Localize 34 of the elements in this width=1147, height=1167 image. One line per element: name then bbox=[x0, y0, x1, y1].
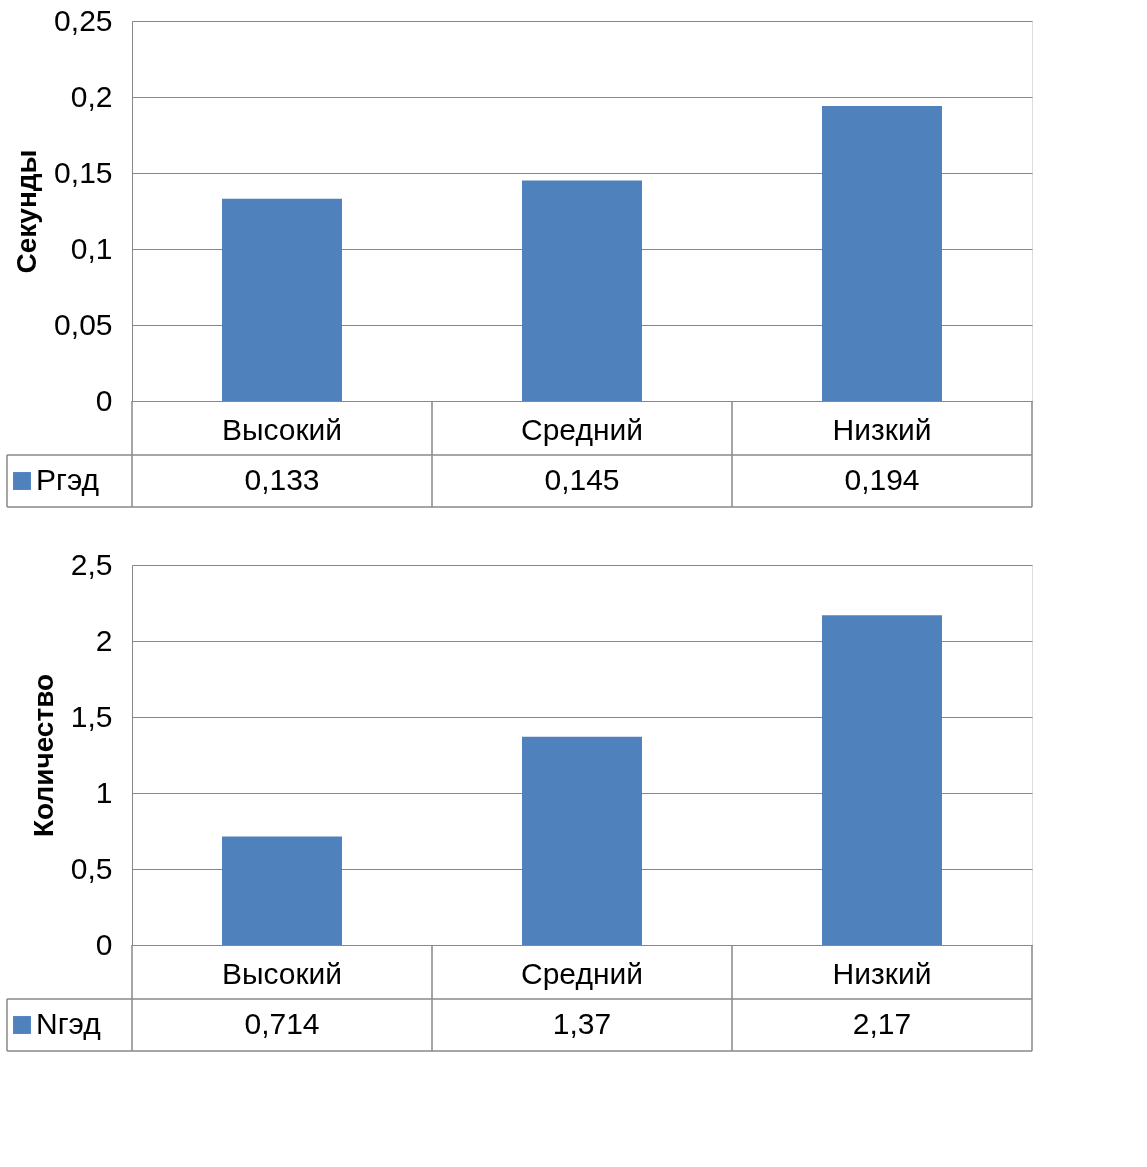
y-tick-label: 0,05 bbox=[54, 307, 113, 341]
x-tick-label: Средний bbox=[521, 956, 643, 990]
data-label: 2,17 bbox=[852, 1007, 912, 1040]
y-tick-label: 0,2 bbox=[70, 79, 113, 113]
y-tick-label: 2,5 bbox=[70, 547, 113, 581]
y-tick-label: 0,15 bbox=[54, 155, 113, 189]
data-label: 0,133 bbox=[244, 463, 320, 496]
y-tick-label: 0 bbox=[95, 927, 113, 961]
x-tick-label: Низкий bbox=[832, 956, 932, 990]
x-tick-label: Средний bbox=[521, 412, 643, 446]
y-axis-title: Секунды bbox=[11, 149, 43, 274]
x-tick-label: Низкий bbox=[832, 412, 932, 446]
bar bbox=[822, 106, 942, 401]
y-tick-label: 0,5 bbox=[70, 851, 113, 885]
x-tick-label: Высокий bbox=[221, 956, 343, 990]
bar bbox=[222, 198, 342, 401]
data-label: 0,194 bbox=[844, 463, 920, 496]
bar bbox=[822, 615, 942, 945]
y-tick-label: 1,5 bbox=[70, 699, 113, 733]
y-tick-label: 0,25 bbox=[54, 3, 113, 37]
y-tick-label: 0,1 bbox=[70, 231, 113, 265]
bar bbox=[222, 836, 342, 945]
data-label: 0,714 bbox=[244, 1007, 320, 1040]
data-label: 1,37 bbox=[552, 1007, 612, 1040]
y-axis-title: Количество bbox=[27, 673, 59, 838]
y-tick-label: 2 bbox=[95, 623, 113, 657]
y-tick-label: 0 bbox=[95, 383, 113, 417]
x-tick-label: Высокий bbox=[221, 412, 343, 446]
legend-label: Nгэд bbox=[36, 1007, 101, 1040]
data-label: 0,145 bbox=[544, 463, 620, 496]
y-tick-label: 1 bbox=[95, 775, 113, 809]
bar bbox=[522, 736, 642, 945]
legend-label: Pгэд bbox=[36, 463, 100, 496]
bar bbox=[522, 180, 642, 401]
